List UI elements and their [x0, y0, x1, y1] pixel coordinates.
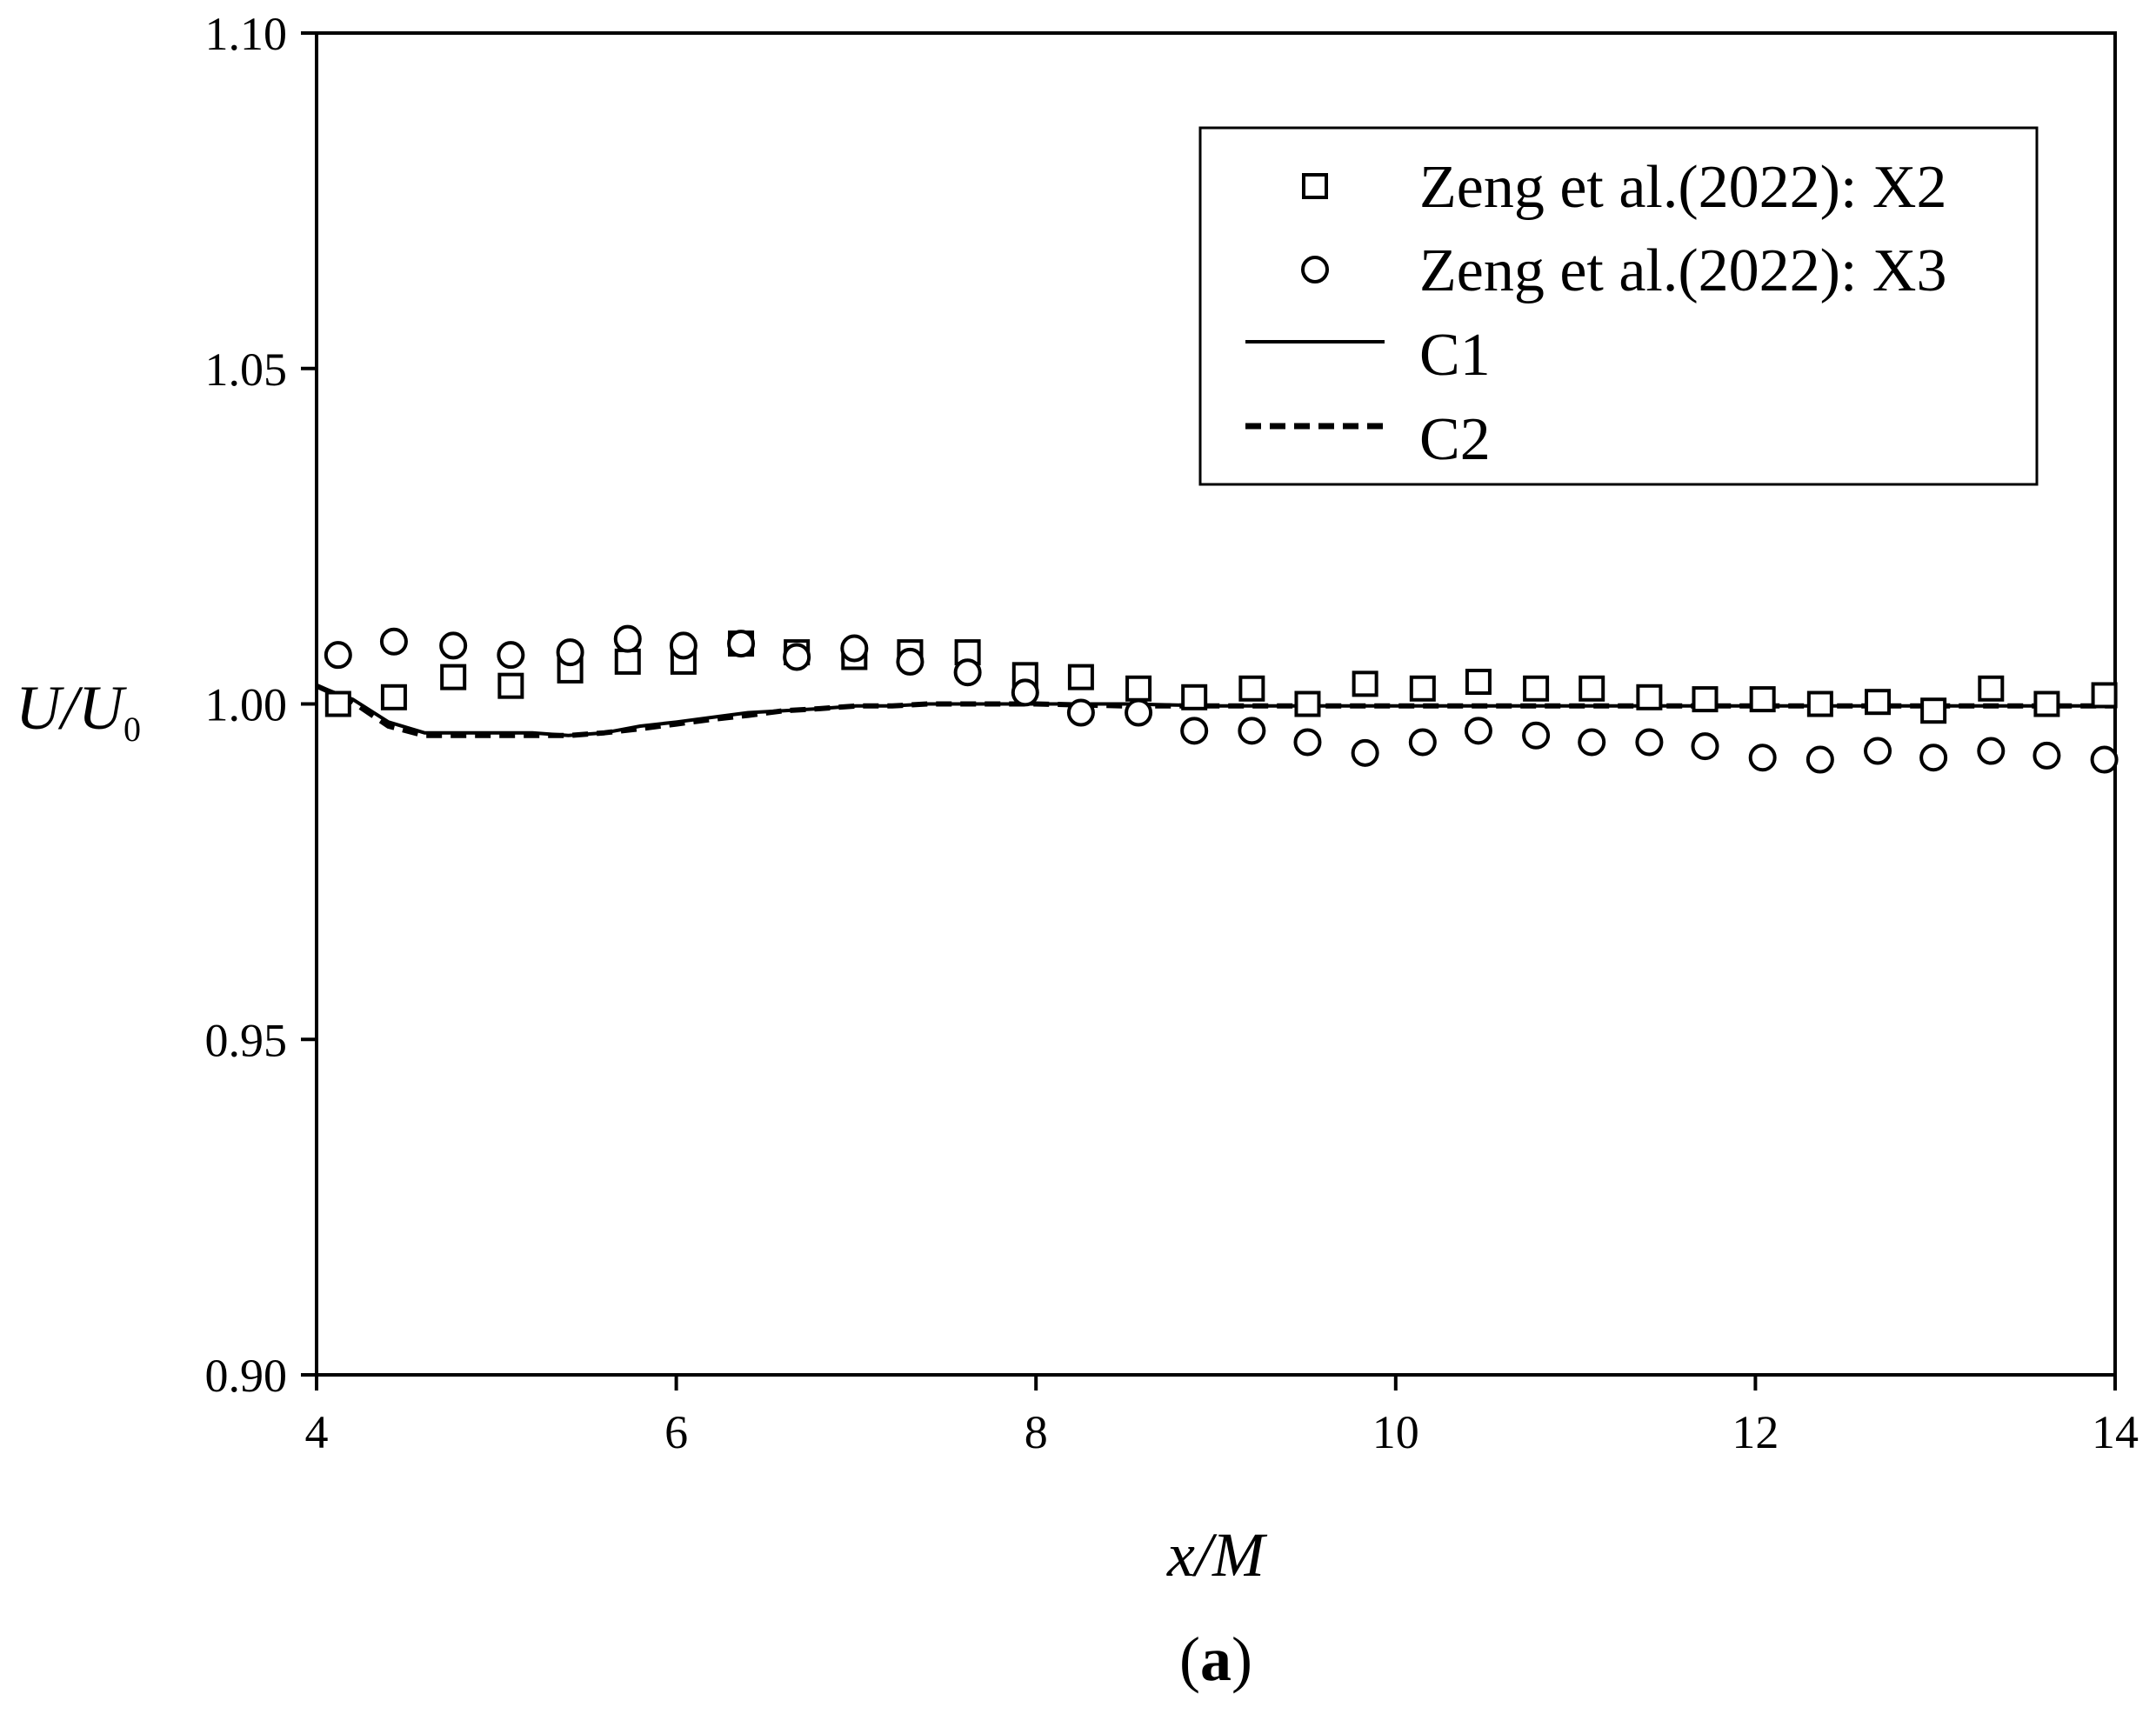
x3-point [953, 658, 982, 687]
x3-point [1011, 678, 1039, 707]
x2-point [1125, 675, 1152, 702]
x-axis-title: x/M [1166, 1520, 1268, 1590]
x2-point [1294, 690, 1321, 717]
x3-point [2033, 741, 2061, 770]
x2-point [1181, 684, 1208, 710]
y-tick-label: 0.95 [205, 1014, 288, 1066]
x3-point [1464, 717, 1492, 745]
legend-x3-label: Zeng et al.(2022): X3 [1419, 237, 1946, 304]
x2-point [1636, 684, 1663, 710]
x3-point [439, 631, 468, 660]
x3-point [727, 630, 756, 658]
x3-point [1919, 744, 1948, 772]
panel-label-open-paren: ( [1179, 1624, 1200, 1694]
y-axis-title-subscript: 0 [123, 710, 141, 749]
x-tick-label: 6 [664, 1406, 688, 1458]
y-tick-label: 1.10 [205, 8, 288, 60]
y-tick-label: 1.05 [205, 343, 288, 396]
legend-items: Zeng et al.(2022): X2 Zeng et al.(2022): … [1245, 154, 1946, 473]
x3-point [324, 641, 352, 670]
x2-point [1749, 686, 1776, 713]
axis-ticks: 4 6 8 10 12 14 0.90 0.95 1.00 1.05 1.10 [205, 8, 2139, 1458]
y-tick-label: 1.00 [205, 679, 288, 731]
x2-point [1409, 675, 1436, 702]
x2-point [1352, 670, 1378, 697]
legend-x2-marker [1302, 173, 1328, 199]
x3-point [1066, 698, 1095, 727]
x3-point [1522, 721, 1551, 750]
x2-point [1692, 686, 1719, 713]
x3-point [497, 641, 525, 670]
x3-point [1351, 738, 1379, 767]
x3-point [379, 627, 408, 656]
x2-point [1238, 675, 1265, 702]
x3-point [613, 624, 642, 653]
x3-point [783, 643, 811, 671]
legend-x2-label: Zeng et al.(2022): X2 [1419, 154, 1946, 221]
x3-point [1864, 737, 1892, 765]
x2-point [1579, 675, 1605, 702]
legend-c1-label: C1 [1419, 322, 1491, 389]
x2-point [440, 664, 467, 690]
x-tick-label: 8 [1025, 1406, 1048, 1458]
x2-point [2033, 690, 2060, 717]
x3-point [896, 647, 924, 676]
x3-point [1635, 728, 1664, 757]
panel-label: (a) [1179, 1624, 1252, 1694]
y-tick-label: 0.90 [205, 1350, 288, 1402]
c1-line [316, 684, 2115, 737]
y-axis-title-main: U/U [16, 673, 127, 743]
x3-point [1977, 737, 2006, 765]
panel-label-close-paren: ) [1232, 1624, 1252, 1694]
x3-point [1238, 717, 1266, 745]
x3-point [669, 631, 698, 660]
x2-point [1920, 697, 1947, 724]
legend-box [1198, 126, 2039, 486]
legend-x3-marker [1301, 256, 1329, 283]
panel-label-letter: a [1200, 1624, 1232, 1694]
legend: Zeng et al.(2022): X2 Zeng et al.(2022): … [1198, 126, 2039, 486]
x3-point [2090, 745, 2119, 774]
x2-point [497, 672, 524, 699]
x3-point [1293, 728, 1322, 757]
y-axis-title: U/U0 [16, 673, 141, 749]
x-tick-label: 14 [2092, 1406, 2139, 1458]
x-tick-label: 4 [305, 1406, 329, 1458]
legend-c2-label: C2 [1419, 406, 1491, 473]
x3-point [1748, 744, 1777, 772]
x3-point [1180, 717, 1209, 745]
x3-point [1691, 732, 1719, 761]
x-tick-label: 12 [1732, 1406, 1779, 1458]
x3-point [840, 634, 869, 663]
x3-point [1408, 728, 1437, 757]
x3-point [1806, 745, 1834, 774]
x-tick-label: 10 [1372, 1406, 1419, 1458]
x2-point [1067, 664, 1094, 690]
x3-point [556, 638, 584, 667]
x2-point [1806, 690, 1833, 717]
x2-point [1523, 675, 1550, 702]
x2-point [1465, 669, 1492, 696]
c2-line [315, 683, 2115, 738]
x2-point [324, 690, 351, 717]
x2-point [1865, 689, 1892, 716]
series-layer [315, 624, 2119, 774]
x3-point [1578, 728, 1606, 757]
x3-point [1125, 698, 1153, 727]
x2-point [380, 684, 407, 710]
x2-point [614, 648, 641, 675]
x2-point [1978, 675, 2005, 702]
x2-point [2091, 682, 2118, 709]
